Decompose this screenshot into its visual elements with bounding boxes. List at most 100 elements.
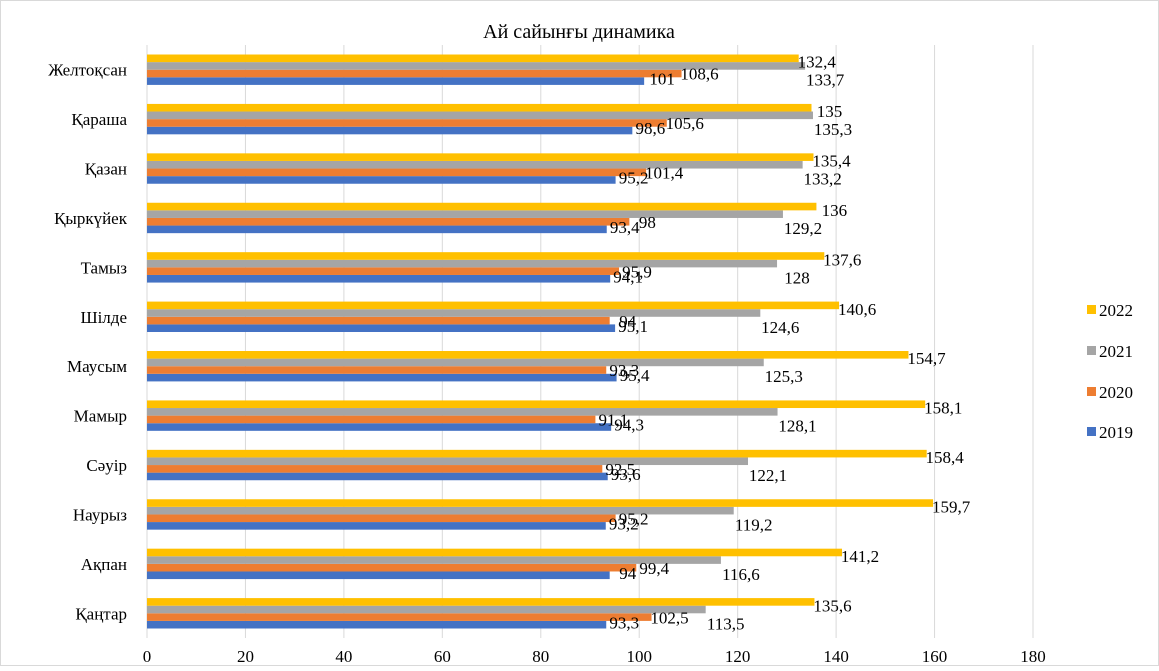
- bar-2020: [147, 316, 610, 325]
- x-tick-label: 180: [1020, 647, 1046, 666]
- data-label-2022: 137,6: [823, 250, 861, 269]
- data-label-2021: 119,2: [735, 515, 773, 534]
- bar-2022: [147, 598, 815, 606]
- bar-2020: [147, 168, 647, 177]
- data-label-2021: 129,2: [784, 219, 822, 238]
- bar-2019: [147, 571, 610, 580]
- bar-2020: [147, 217, 630, 226]
- data-label-2021: 133,7: [806, 71, 845, 90]
- data-label-2020: 98: [639, 213, 656, 232]
- bar-2021: [147, 259, 778, 268]
- bar-2020: [147, 563, 637, 572]
- category-label: Қаңтар: [75, 604, 127, 623]
- data-label-2019: 95,2: [619, 169, 649, 188]
- data-label-2020: 94: [619, 312, 637, 331]
- bar-2019: [147, 620, 607, 629]
- data-label-2019: 101: [649, 70, 675, 89]
- category-label: Қазан: [85, 160, 127, 179]
- data-label-2019: 93,4: [610, 218, 640, 237]
- data-label-2019: 93,2: [609, 514, 639, 533]
- chart-title: Ай сайынғы динамика: [483, 21, 675, 43]
- x-tick-label: 140: [823, 647, 849, 666]
- data-label-2022: 154,7: [907, 349, 946, 368]
- bar-2021: [147, 605, 706, 614]
- data-label-2019: 94: [619, 564, 637, 583]
- legend-swatch-2019: [1087, 427, 1096, 436]
- bar-2020: [147, 613, 652, 621]
- bar-2022: [147, 449, 927, 458]
- data-label-2019: 95,1: [618, 317, 648, 336]
- data-label-2022: 132,4: [798, 53, 837, 72]
- data-label-2022: 136: [822, 201, 848, 220]
- data-label-2019: 93,6: [611, 465, 641, 484]
- legend-label-2022: 2022: [1099, 301, 1133, 320]
- bar-2022: [147, 202, 817, 211]
- data-label-2020: 99,4: [639, 559, 669, 578]
- bar-2022: [147, 548, 843, 557]
- data-label-2022: 135,6: [813, 596, 851, 615]
- data-label-2019: 98,6: [635, 119, 665, 138]
- bar-2020: [147, 415, 596, 424]
- bar-2022: [147, 400, 926, 409]
- bars: [147, 54, 934, 629]
- legend-swatch-2022: [1087, 305, 1096, 314]
- gridlines: [146, 45, 1034, 638]
- category-label: Сәуір: [86, 456, 127, 475]
- category-label: Қыркүйек: [54, 209, 128, 228]
- x-tick-label: 20: [237, 647, 254, 666]
- bar-2019: [147, 522, 606, 530]
- bar-2020: [147, 119, 667, 127]
- data-label-2019: 94,1: [613, 267, 643, 286]
- data-label-2021: 128: [784, 268, 810, 287]
- bar-2020: [147, 366, 607, 374]
- x-tick-label: 80: [532, 647, 549, 666]
- bar-2022: [147, 252, 825, 260]
- legend-label-2021: 2021: [1099, 342, 1133, 361]
- x-tick-label: 160: [922, 647, 948, 666]
- data-label-2021: 116,6: [722, 565, 760, 584]
- data-label-2021: 133,2: [804, 170, 842, 189]
- bar-2022: [147, 499, 934, 507]
- data-label-2022: 135,4: [812, 152, 851, 171]
- bar-2021: [147, 556, 721, 564]
- legend-label-2020: 2020: [1099, 383, 1133, 402]
- bar-2022: [147, 301, 840, 310]
- category-labels: Қаңтар Ақпан Наурыз Сәуір Мамыр Маусым Шілде Та…: [48, 61, 127, 624]
- data-label-2019: 93,3: [609, 613, 639, 632]
- legend-swatch-2020: [1087, 387, 1096, 396]
- bar-2020: [147, 69, 682, 78]
- legend: 2019 2020 2021 2022: [1087, 301, 1133, 442]
- bar-2019: [147, 472, 608, 481]
- data-label-2021: 124,6: [761, 318, 799, 337]
- bar-2019: [147, 126, 633, 135]
- data-label-2022: 158,1: [924, 399, 962, 418]
- x-tick-label: 60: [434, 647, 451, 666]
- bar-2021: [147, 358, 764, 367]
- x-tick-label: 120: [725, 647, 751, 666]
- category-label: Шілде: [80, 308, 127, 327]
- data-label-2020: 95,2: [619, 509, 649, 528]
- bar-2021: [147, 160, 803, 169]
- bar-2019: [147, 324, 616, 332]
- x-tick-label: 100: [626, 647, 652, 666]
- bar-2021: [147, 457, 749, 466]
- bar-2021: [147, 111, 813, 120]
- bar-2022: [147, 351, 909, 359]
- category-label: Қараша: [71, 110, 127, 129]
- category-label: Мамыр: [74, 407, 127, 426]
- category-label: Тамыз: [81, 258, 128, 277]
- bar-2020: [147, 465, 603, 473]
- bar-2019: [147, 176, 616, 184]
- bar-2022: [147, 54, 799, 63]
- data-label-2022: 141,2: [841, 547, 879, 566]
- bar-2021: [147, 408, 778, 416]
- data-label-2020: 92,5: [605, 460, 635, 479]
- data-label-2021: 128,1: [778, 417, 816, 436]
- category-label: Желтоқсан: [48, 61, 127, 80]
- bar-2021: [147, 62, 806, 70]
- data-label-2020: 93,3: [609, 361, 639, 380]
- x-tick-labels: 0 20 40 60 80 100 120 140 160 180: [143, 647, 1046, 666]
